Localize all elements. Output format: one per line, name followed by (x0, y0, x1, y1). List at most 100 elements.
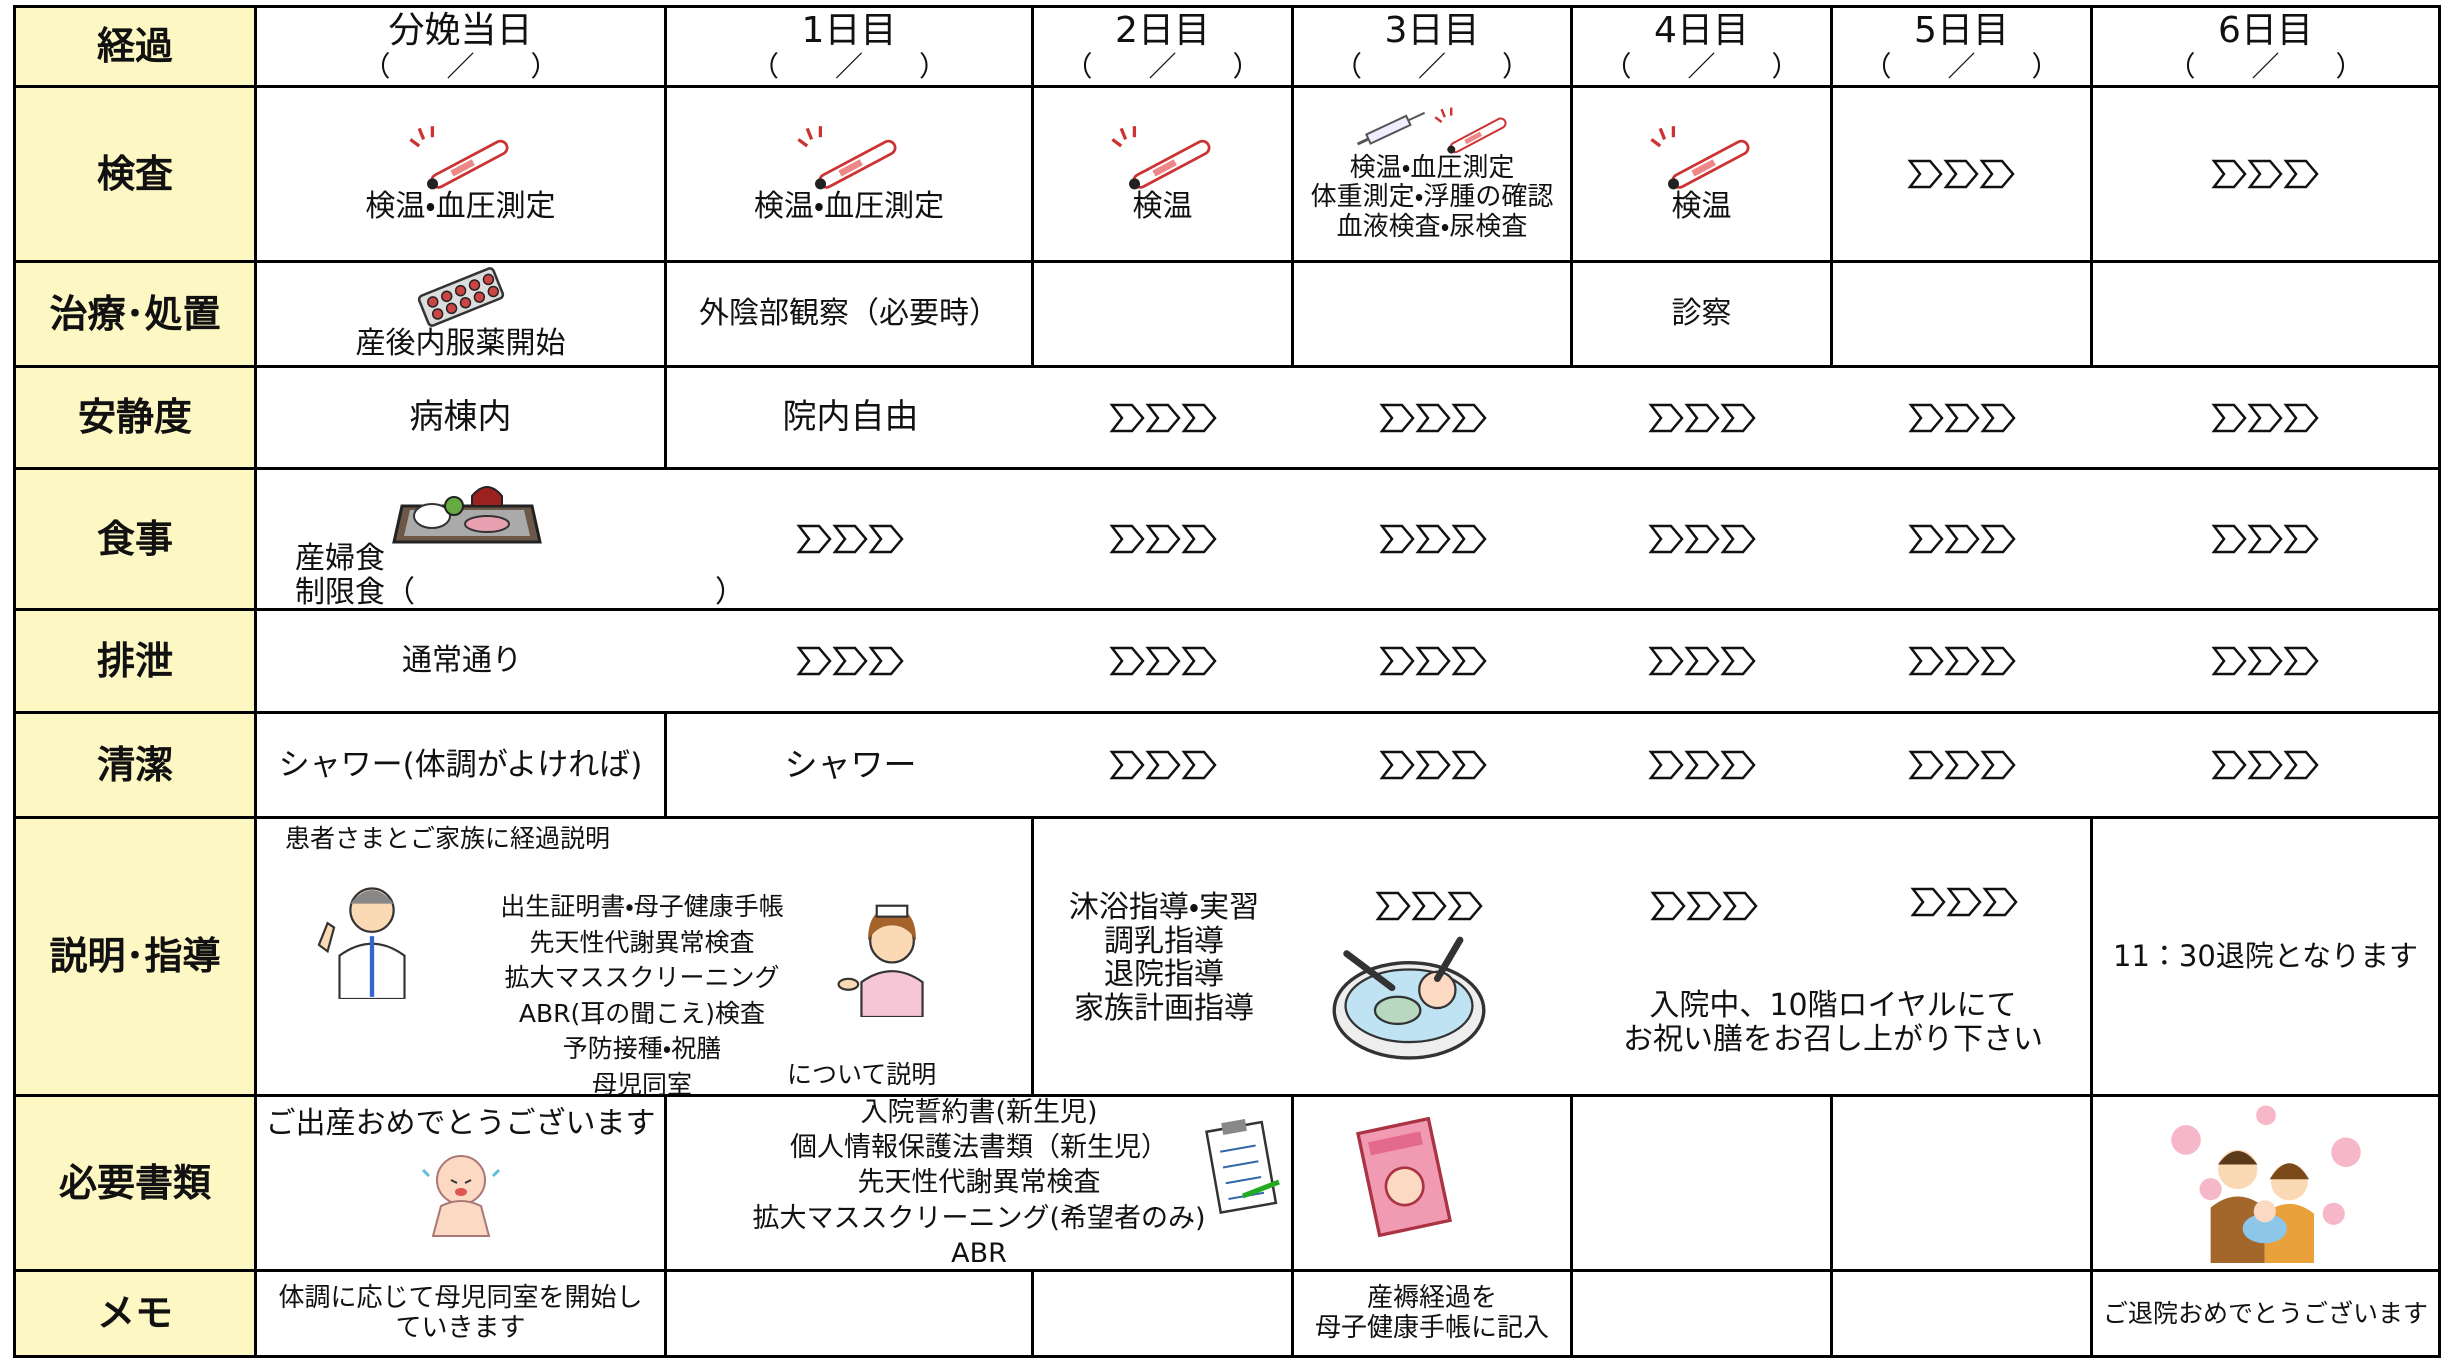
pathway-table: 経過 分娩当日（ ／ ） 1日目（ ／ ） 2日目（ ／ ） 3日目（ ／ ） … (13, 5, 2441, 1358)
cell: 検温 (1573, 88, 1833, 263)
cell (1833, 1097, 2093, 1272)
cell-text: 血液検査・尿検査 (1336, 211, 1528, 242)
cell (1034, 1272, 1294, 1358)
cell (1294, 611, 1573, 714)
arrow-glyphs (1648, 750, 1756, 780)
cell (1833, 714, 2093, 819)
day-header: 4日目（ ／ ） (1573, 8, 1833, 88)
cell-text: ご退院おめでとうございます (2102, 1298, 2428, 1328)
continue-arrows (1108, 522, 1220, 556)
arrow-chevron (1181, 646, 1217, 676)
arrow-chevron (1684, 646, 1720, 676)
cell-text: 母子健康手帳に記入 (1314, 1312, 1549, 1343)
cell (1573, 470, 1833, 611)
cell (1833, 263, 2093, 368)
arrow-chevron (795, 646, 832, 676)
day-header: 分娩当日（ ／ ） (257, 8, 667, 88)
cell-text: 検温・血圧測定 (365, 189, 556, 225)
cell: シャワー(体調がよければ) (257, 714, 667, 819)
arrow-chevron (1908, 403, 1944, 432)
thermometer-icon (794, 124, 904, 190)
day-name: 2日目 (1115, 9, 1210, 51)
arrow-chevron (1414, 403, 1451, 432)
cell-text: 個人情報保護法書類（新生児） (790, 1132, 1168, 1164)
continue-arrows (1907, 644, 2019, 678)
continue-arrows (1907, 401, 2019, 435)
cell (1833, 368, 2093, 470)
row-label: 必要書類 (16, 1097, 257, 1272)
cell (667, 470, 1034, 611)
day-header: 6日目（ ／ ） (2093, 8, 2441, 88)
cell-text: 拡大マススクリーニング(希望者のみ) (752, 1202, 1206, 1234)
day-header: 3日目（ ／ ） (1294, 8, 1573, 88)
arrow-glyphs (1109, 403, 1217, 432)
arrow-chevron (1145, 403, 1181, 432)
arrow-glyphs (1378, 524, 1487, 554)
arrow-chevron (1450, 646, 1487, 676)
arrow-glyphs (1648, 403, 1756, 432)
arrow-chevron (1648, 646, 1684, 676)
arrow-chevron (831, 524, 868, 554)
arrow-chevron (1720, 646, 1756, 676)
day-date: （ ／ ） (2167, 49, 2364, 83)
arrow-chevron (867, 646, 904, 676)
cell (1034, 714, 1294, 819)
arrow-chevron (2246, 159, 2283, 189)
cell (2093, 88, 2441, 263)
cell-text: ご出産おめでとうございます (265, 1106, 656, 1141)
cell-text-group: 入院中、10階ロイヤルにて お祝い膳をお召し上がり下さい (1573, 989, 2093, 1056)
day-name: 分娩当日 (388, 9, 533, 51)
day-date: （ ／ ） (362, 49, 559, 83)
arrow-chevron (2246, 524, 2283, 554)
cell: 検温・血圧測定 (257, 88, 667, 263)
cell (1573, 1097, 1833, 1272)
continue-arrows (1108, 401, 1220, 435)
arrow-chevron (1906, 159, 1943, 189)
cell-text: シャワー(体調がよければ) (278, 746, 643, 783)
cell-text: 調乳指導 (1104, 923, 1224, 959)
arrow-chevron (1942, 159, 1979, 189)
day-name: 3日目 (1384, 9, 1480, 51)
continue-arrows (2210, 401, 2322, 435)
continue-arrows (1906, 157, 2018, 191)
arrow-chevron (2282, 159, 2319, 189)
cell-text: 患者さまとご家族に経過説明 (285, 824, 611, 853)
row-label: 食事 (16, 470, 257, 611)
day-date: （ ／ ） (1863, 49, 2060, 83)
row-label: 排泄 (16, 611, 257, 714)
cell-text-group: 出生証明書・母子健康手帳 先天性代謝異常検査 拡大マススクリーニング ABR(耳の聞こ… (467, 889, 817, 1102)
continue-arrows (1649, 889, 1761, 923)
cell: 体調に応じて母児同室を開始し ていきます (257, 1272, 667, 1358)
cell (1294, 1097, 1573, 1272)
meal-icon (392, 476, 542, 546)
row-label: 安静度 (16, 368, 257, 470)
row-label: 清潔 (16, 714, 257, 819)
arrow-glyphs (1906, 159, 2015, 189)
arrow-chevron (1908, 750, 1944, 780)
cell-text: 家族計画指導 (1074, 990, 1254, 1026)
continue-arrows (1647, 401, 1759, 435)
arrow-chevron (1722, 891, 1758, 921)
arrow-chevron (1908, 646, 1944, 676)
cell-text: 外陰部観察（必要時） (699, 296, 999, 332)
cell (1833, 1272, 2093, 1358)
cell (1833, 88, 2093, 263)
arrow-chevron (1411, 891, 1447, 921)
cell: 検温 (1034, 88, 1294, 263)
arrow-chevron (1684, 750, 1720, 780)
cell-text: 入院中、10階ロイヤルにて (1649, 988, 2017, 1023)
cell (2093, 263, 2441, 368)
cell-text: 検温・血圧測定 (1349, 153, 1515, 184)
arrow-chevron (1980, 750, 2016, 780)
cell: 診察 (1573, 263, 1833, 368)
continue-arrows (1378, 522, 1490, 556)
cell (2093, 1097, 2441, 1272)
arrow-chevron (867, 524, 904, 554)
thermometer-icon (406, 124, 516, 190)
continue-arrows (1108, 644, 1220, 678)
cell (2093, 714, 2441, 819)
cell (1294, 714, 1573, 819)
cell-text: 病棟内 (409, 397, 512, 438)
arrow-chevron (2246, 403, 2283, 432)
